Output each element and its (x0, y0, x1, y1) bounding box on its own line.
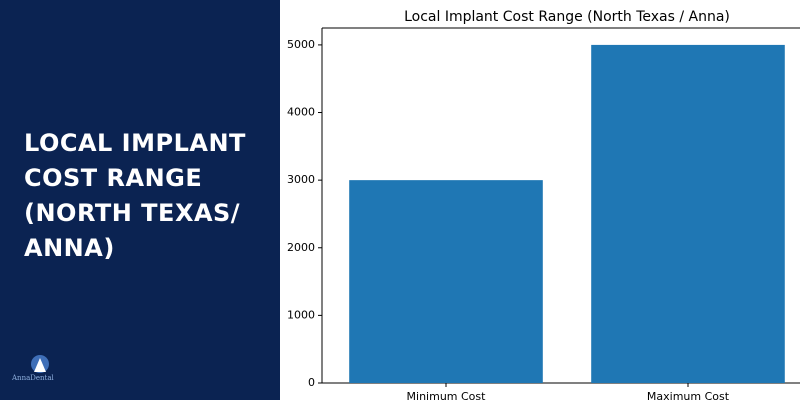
y-tick-label: 0 (308, 376, 315, 389)
x-tick-label: Maximum Cost (647, 390, 730, 400)
logo-icon (31, 355, 49, 373)
chart: Local Implant Cost Range (North Texas / … (287, 9, 800, 400)
bar (349, 180, 543, 383)
heading: LOCAL IMPLANT COST RANGE (NORTH TEXAS/ A… (24, 129, 246, 262)
y-tick-label: 4000 (287, 106, 315, 119)
y-tick-label: 3000 (287, 173, 315, 186)
x-tick-label: Minimum Cost (407, 390, 487, 400)
y-tick-label: 2000 (287, 241, 315, 254)
chart-title: Local Implant Cost Range (North Texas / … (404, 9, 730, 25)
bar (591, 44, 785, 384)
y-tick-label: 5000 (287, 38, 315, 51)
y-tick-label: 1000 (287, 308, 315, 321)
side-panel: LOCAL IMPLANT COST RANGE (NORTH TEXAS/ A… (0, 0, 280, 400)
logo-text: AnnaDental (12, 374, 54, 382)
